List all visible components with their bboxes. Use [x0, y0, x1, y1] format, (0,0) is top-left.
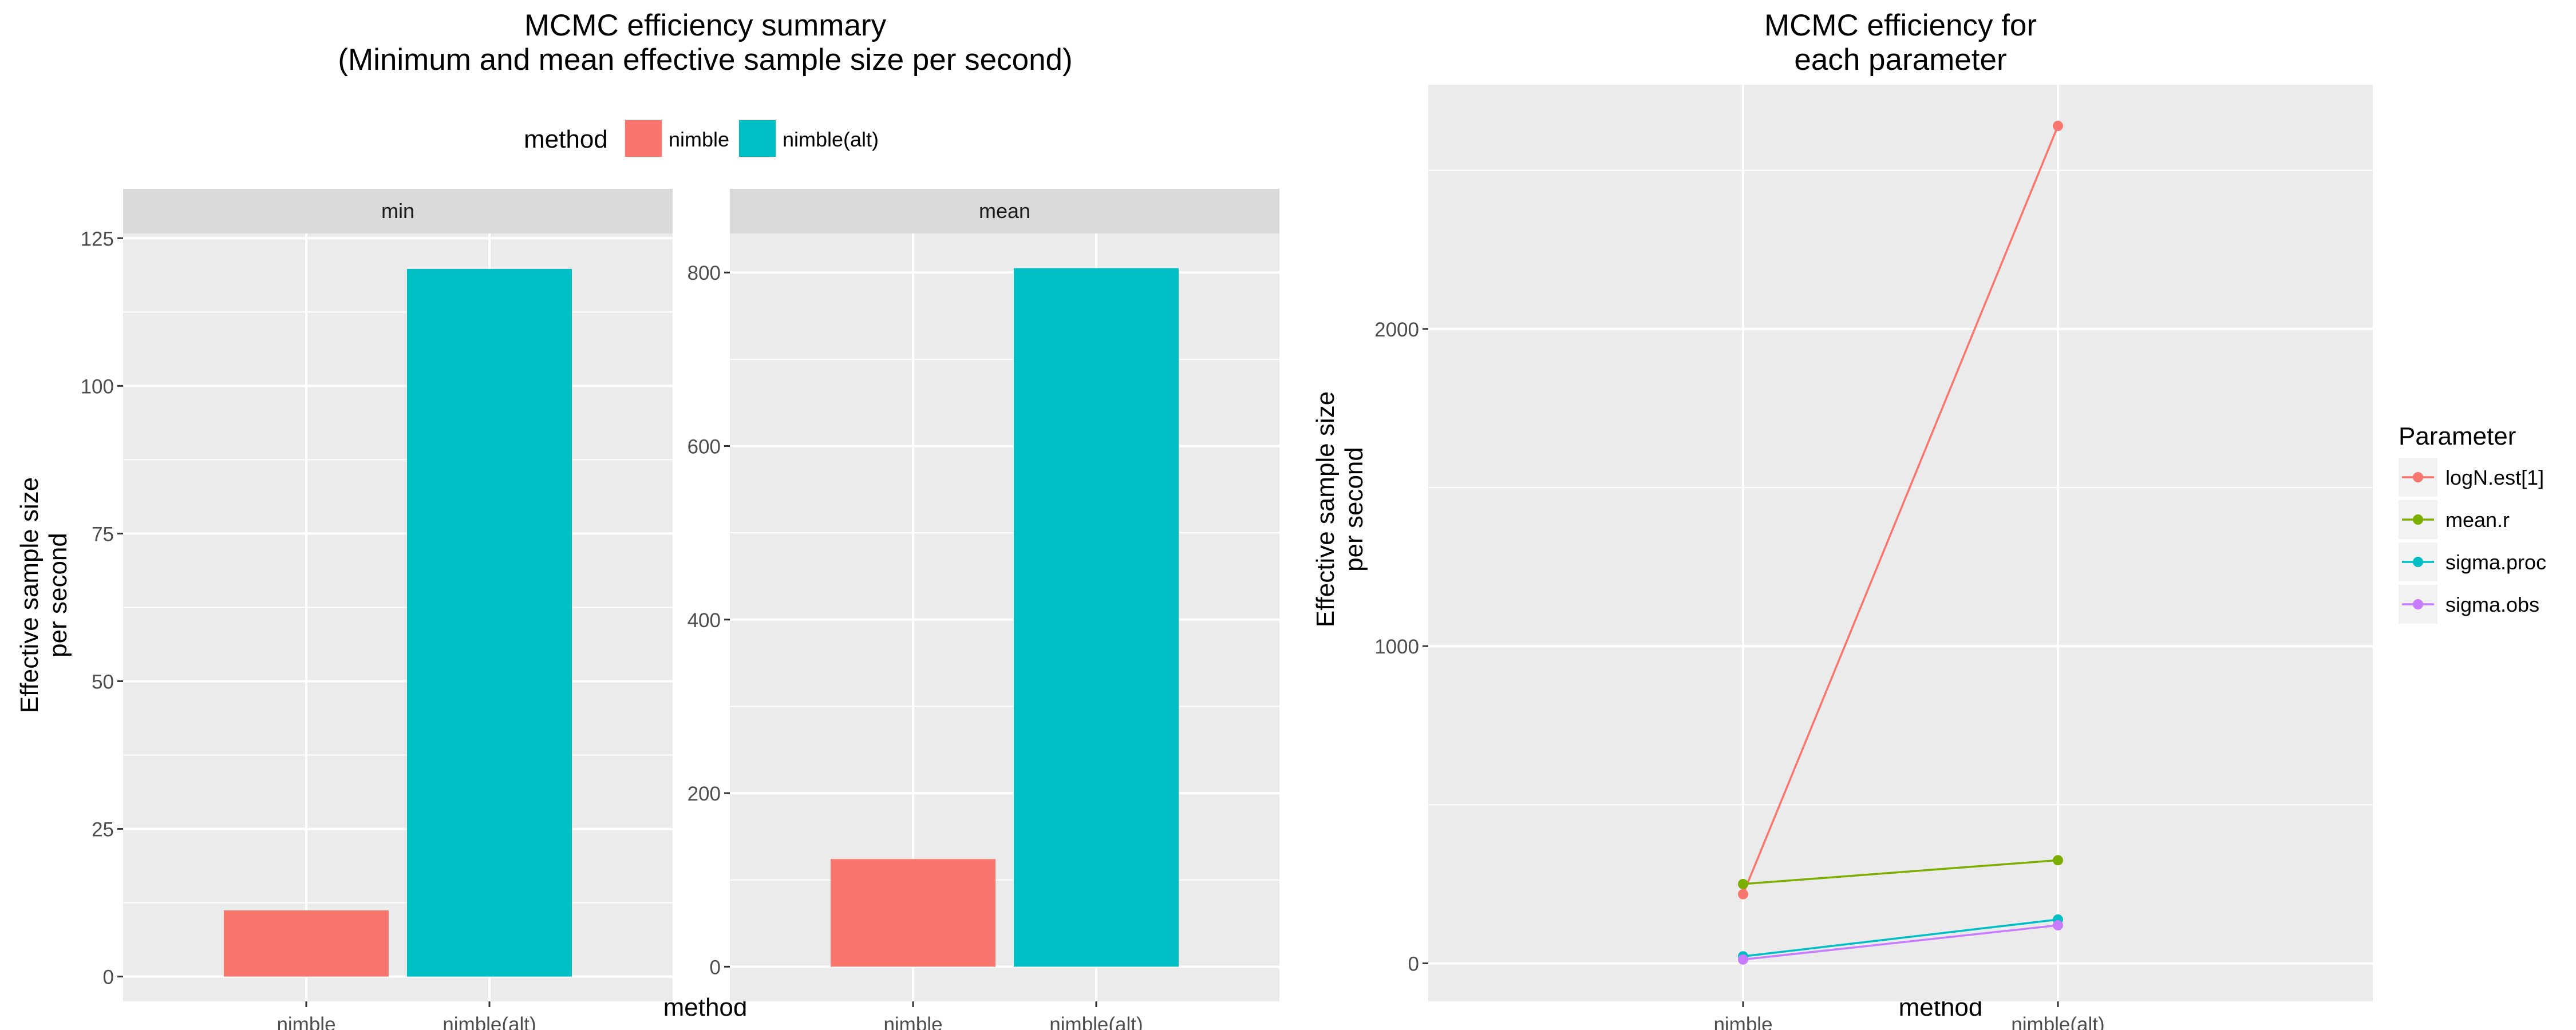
series-sigma-obs-point: [2053, 920, 2063, 930]
series-mean-r-point: [2053, 855, 2063, 866]
series-sigma-proc-line: [1743, 918, 2059, 958]
right-legend-sigma-proc-key-point: [2413, 557, 2423, 567]
facet-mean-x-tick-label-nimble: nimble: [883, 1013, 942, 1030]
left-legend-label-nimble-alt: nimble(alt): [783, 128, 879, 151]
left-legend-key-nimble: [624, 119, 663, 158]
facet-min-panel-bg: [123, 233, 673, 1001]
facet-mean-y-tick-label: 600: [688, 436, 721, 458]
left-chart-title: MCMC efficiency summary: [524, 9, 887, 42]
facet-mean-strip: [730, 189, 1279, 233]
facet-min-x-tick-label-nimble: nimble: [276, 1013, 335, 1030]
right-chart-title-line1: MCMC efficiency for: [1764, 9, 2037, 42]
right-legend-mean-r-label: mean.r: [2445, 508, 2510, 532]
right-y-axis-title-line1: Effective sample size: [1311, 391, 1340, 627]
facet-mean-x-tick-label-nimble-alt: nimble(alt): [1049, 1013, 1143, 1030]
line-panel-bg: [1428, 85, 2373, 1001]
line-x-tick-label: nimble: [1713, 1013, 1772, 1030]
right-legend-sigma-proc-label: sigma.proc: [2445, 550, 2546, 574]
right-legend-logn-est-1-key-point: [2413, 472, 2423, 482]
right-y-axis-title: Effective sample size per second: [1311, 391, 1368, 627]
right-legend-title: Parameter: [2399, 422, 2516, 450]
facet-mean-y-tick-label: 400: [688, 609, 721, 632]
left-chart-subtitle: (Minimum and mean effective sample size …: [338, 43, 1072, 77]
series-logn-est-1-point: [1738, 889, 1748, 900]
facet-min-y-tick-label: 75: [92, 523, 114, 545]
left-y-axis-title: Effective sample size per second: [15, 477, 72, 713]
right-chart-title-line2: each parameter: [1794, 43, 2006, 77]
facet-min-y-tick-label: 50: [92, 671, 114, 693]
facet-min-x-tick-label-nimble-alt: nimble(alt): [442, 1013, 536, 1030]
left-y-axis-title-line1: Effective sample size: [15, 477, 44, 713]
facet-min-strip-label: min: [381, 199, 414, 223]
right-legend-logn-est-1-label: logN.est[1]: [2445, 466, 2544, 489]
series-mean-r-line: [1743, 859, 2059, 885]
left-legend-swatch-nimble-alt: [739, 120, 776, 157]
facet-mean-y-tick-label: 0: [710, 956, 721, 978]
facet-mean-panel-bg: [730, 233, 1279, 1001]
facet-min-y-tick-label: 0: [103, 966, 114, 989]
right-y-axis-title-line2: per second: [1340, 447, 1368, 572]
left-legend-label-nimble: nimble: [669, 128, 729, 151]
left-legend-title: method: [524, 125, 608, 153]
facet-min-y-tick-label: 100: [81, 375, 114, 398]
plot-layer: min 0 25 50 75 100 125 nimble nimble(alt) mean 0 20…: [81, 85, 2546, 1030]
facet-min-y-tick-label: 25: [92, 819, 114, 841]
series-sigma-obs-line: [1743, 924, 2059, 961]
facet-min-strip: [123, 189, 673, 233]
left-legend-swatch-nimble: [625, 120, 662, 157]
facet-mean-y-tick-label: 800: [688, 262, 721, 284]
series-logn-est-1-point: [2053, 121, 2063, 132]
left-y-axis-title-line2: per second: [44, 533, 72, 657]
facet-mean-bar-nimble-alt: [1014, 268, 1179, 967]
series-sigma-obs-point: [1738, 954, 1748, 965]
right-legend-sigma-obs-label: sigma.obs: [2445, 593, 2539, 616]
right-legend-sigma-obs-key-point: [2413, 599, 2423, 609]
line-y-tick-label: 2000: [1374, 319, 1419, 341]
line-y-tick-label: 0: [1408, 953, 1419, 975]
facet-mean-bar-nimble: [831, 859, 995, 967]
facet-min-bar-nimble-alt: [407, 268, 572, 977]
left-legend-key-nimble-alt: [738, 119, 777, 158]
line-x-tick-label: nimble(alt): [2011, 1013, 2104, 1030]
facet-min-y-tick-label: 125: [81, 228, 114, 250]
facet-min-bar-nimble: [224, 910, 389, 977]
line-y-tick-label: 1000: [1374, 636, 1419, 658]
facet-mean-strip-label: mean: [979, 199, 1030, 223]
right-legend-mean-r-key-point: [2413, 514, 2423, 525]
series-logn-est-1-line: [1742, 125, 2059, 895]
facet-mean-y-tick-label: 200: [688, 783, 721, 805]
series-mean-r-point: [1738, 878, 1748, 889]
